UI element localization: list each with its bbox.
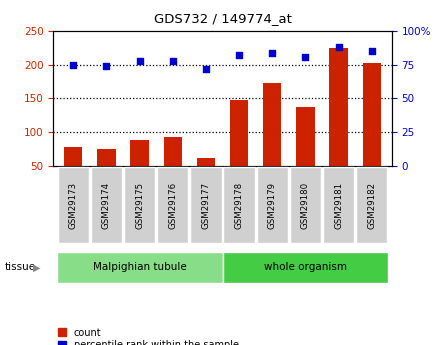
Bar <box>230 100 248 166</box>
Point <box>103 63 110 69</box>
Point <box>269 50 276 55</box>
Bar <box>130 140 149 166</box>
Point <box>302 54 309 59</box>
FancyBboxPatch shape <box>124 167 155 243</box>
Text: whole organism: whole organism <box>264 262 347 272</box>
FancyBboxPatch shape <box>190 167 222 243</box>
FancyBboxPatch shape <box>356 167 387 243</box>
Text: GSM29182: GSM29182 <box>367 182 376 229</box>
Text: GSM29173: GSM29173 <box>69 182 78 229</box>
Text: GSM29175: GSM29175 <box>135 182 144 229</box>
Text: Malpighian tubule: Malpighian tubule <box>93 262 186 272</box>
FancyBboxPatch shape <box>323 167 354 243</box>
FancyBboxPatch shape <box>257 167 288 243</box>
Point <box>335 45 342 50</box>
Bar <box>296 107 315 166</box>
Text: GSM29178: GSM29178 <box>235 182 243 229</box>
Bar <box>329 48 348 166</box>
Text: ▶: ▶ <box>33 263 41 272</box>
FancyBboxPatch shape <box>290 167 321 243</box>
Bar <box>363 63 381 166</box>
Point <box>136 58 143 63</box>
Text: GSM29179: GSM29179 <box>268 182 277 229</box>
Bar <box>263 83 281 166</box>
Text: GSM29180: GSM29180 <box>301 182 310 229</box>
Bar <box>164 137 182 166</box>
Point <box>202 66 210 71</box>
FancyBboxPatch shape <box>223 167 255 243</box>
FancyBboxPatch shape <box>157 167 188 243</box>
Text: GSM29174: GSM29174 <box>102 182 111 229</box>
Bar <box>97 149 116 166</box>
Bar <box>64 147 82 166</box>
Text: tissue: tissue <box>4 263 36 272</box>
FancyBboxPatch shape <box>58 167 89 243</box>
FancyBboxPatch shape <box>222 252 388 283</box>
Text: GSM29177: GSM29177 <box>202 182 210 229</box>
FancyBboxPatch shape <box>91 167 122 243</box>
FancyBboxPatch shape <box>57 252 222 283</box>
Point <box>70 62 77 68</box>
Point <box>368 49 375 54</box>
Point <box>235 52 243 58</box>
Legend: count, percentile rank within the sample: count, percentile rank within the sample <box>58 327 239 345</box>
Bar <box>197 158 215 166</box>
Text: GSM29181: GSM29181 <box>334 182 343 229</box>
Text: GSM29176: GSM29176 <box>168 182 177 229</box>
Text: GDS732 / 149774_at: GDS732 / 149774_at <box>154 12 291 25</box>
Point <box>169 58 176 63</box>
